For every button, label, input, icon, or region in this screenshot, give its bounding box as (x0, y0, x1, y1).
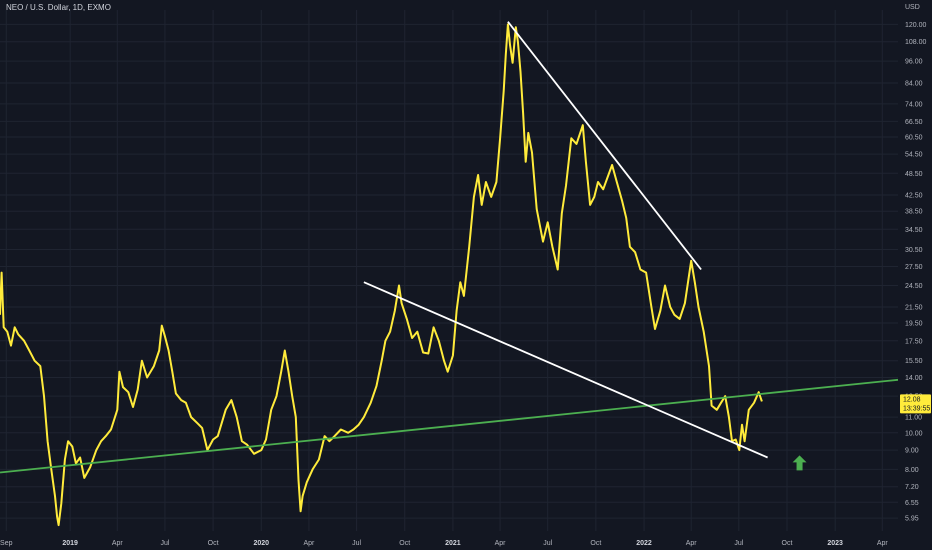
y-tick-label: 54.50 (905, 152, 923, 159)
lower-trendline (363, 281, 768, 459)
chart-overlay: 12.08 13:39:55 (792, 394, 931, 471)
chart-title: NEO / U.S. Dollar, 1D, EXMO (6, 3, 111, 12)
y-tick-label: 6.55 (905, 500, 919, 507)
y-tick-label: 8.00 (905, 467, 919, 474)
y-tick-label: 17.50 (905, 338, 923, 345)
y-tick-label: 84.00 (905, 81, 923, 88)
x-tick-label: Jul (734, 540, 743, 547)
upper-trendline (507, 21, 702, 271)
x-tick-label: 2020 (253, 540, 269, 547)
x-tick-label: Apr (877, 540, 889, 547)
x-tick-label: 2022 (636, 540, 652, 547)
y-tick-label: 42.50 (905, 192, 923, 199)
x-tick-label: Sep (0, 540, 13, 547)
y-tick-label: 96.00 (905, 59, 923, 66)
y-tick-label: 74.00 (905, 101, 923, 108)
x-tick-label: Oct (208, 540, 219, 547)
y-tick-label: 30.50 (905, 247, 923, 254)
support-line (0, 378, 899, 474)
x-tick-label: Oct (782, 540, 793, 547)
x-tick-label: 2021 (445, 540, 461, 547)
y-tick-label: 24.50 (905, 283, 923, 290)
y-tick-label: 10.00 (905, 430, 923, 437)
last-price-value: 12.08 (903, 396, 921, 403)
x-tick-label: Apr (303, 540, 315, 547)
chart-grid (0, 10, 898, 531)
y-tick-label: 11.00 (905, 415, 922, 422)
x-tick-label: Jul (543, 540, 552, 547)
y-tick-label: 14.00 (905, 375, 923, 382)
y-tick-label: 9.00 (905, 448, 919, 455)
x-tick-label: Apr (112, 540, 124, 547)
y-tick-label: 48.50 (905, 171, 923, 178)
x-tick-label: Oct (399, 540, 410, 547)
x-tick-label: Jul (160, 540, 169, 547)
y-tick-label: 38.50 (905, 209, 923, 216)
bar-countdown: 13:39:55 (903, 405, 930, 412)
y-tick-label: 7.20 (905, 484, 919, 491)
y-tick-label: 27.50 (905, 264, 923, 271)
last-price-tag (900, 394, 931, 414)
time-axis[interactable]: Sep 2019 Apr Jul Oct 2020 Apr Jul Oct 2021 Apr Jul O… (0, 540, 888, 547)
x-tick-label: Apr (686, 540, 698, 547)
x-tick-label: 2023 (827, 540, 843, 547)
price-axis[interactable]: USD5.956.557.208.009.0010.0011.0012.5014… (905, 4, 927, 523)
currency-label: USD (905, 4, 920, 11)
y-tick-label: 5.95 (905, 516, 919, 523)
y-tick-label: 15.50 (905, 358, 923, 365)
x-tick-label: 2019 (62, 540, 78, 547)
y-tick-label: 19.50 (905, 321, 923, 328)
y-tick-label: 108.00 (905, 39, 927, 46)
x-tick-label: Apr (495, 540, 507, 547)
y-tick-label: 34.50 (905, 227, 923, 234)
y-tick-label: 120.00 (905, 22, 927, 29)
y-tick-label: 60.50 (905, 134, 923, 141)
x-tick-label: Oct (590, 540, 601, 547)
x-tick-label: Jul (352, 540, 361, 547)
up-arrow-icon (792, 455, 807, 471)
y-tick-label: 66.50 (905, 119, 923, 126)
price-line (0, 23, 763, 527)
chart-lines (0, 21, 899, 527)
y-tick-label: 21.50 (905, 304, 923, 311)
